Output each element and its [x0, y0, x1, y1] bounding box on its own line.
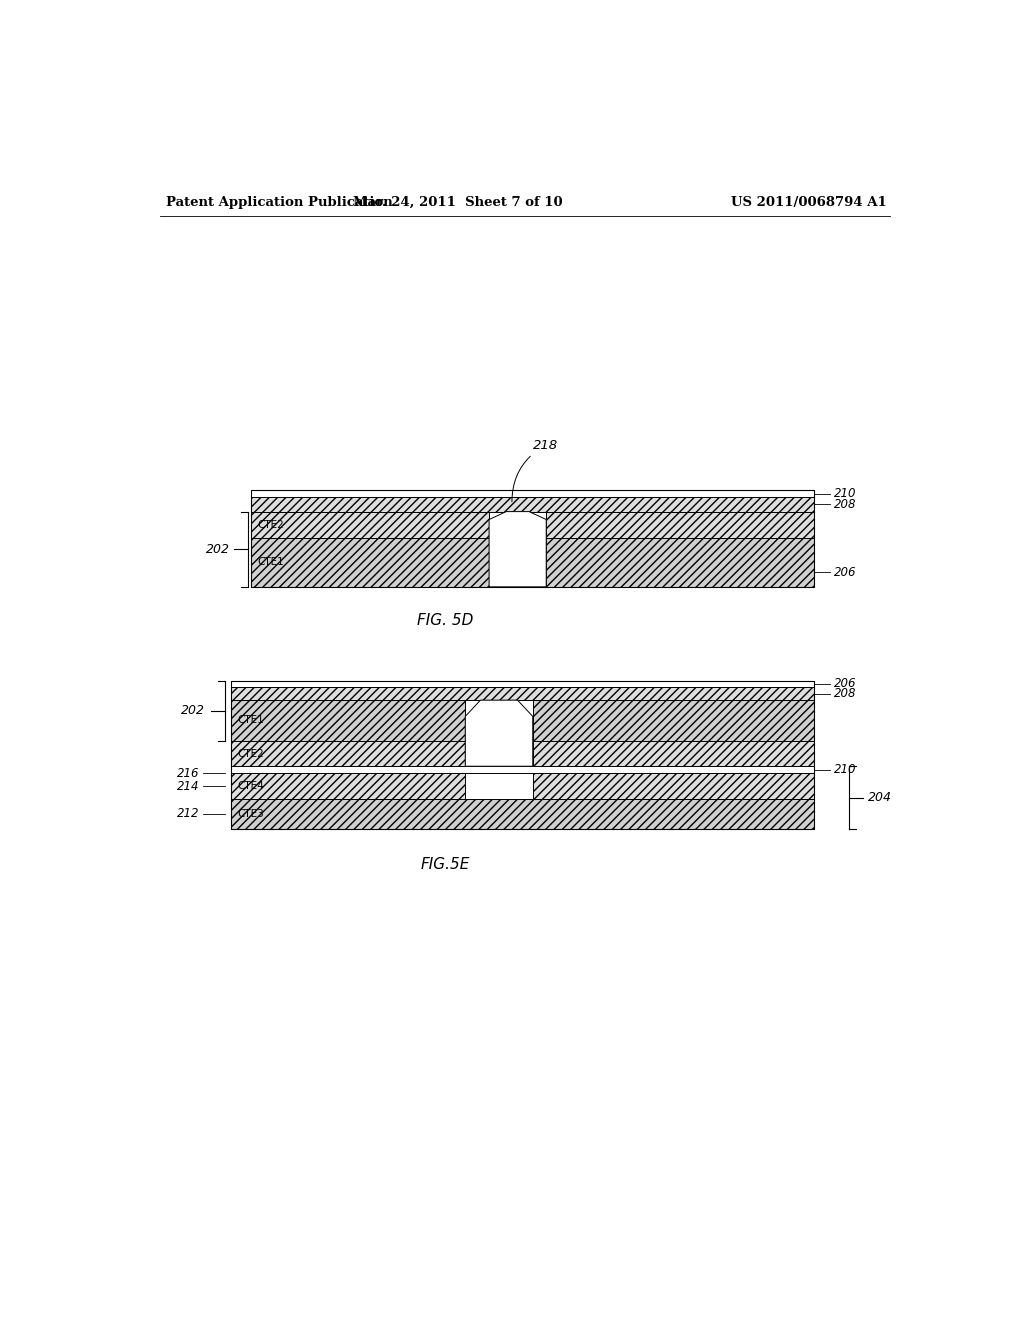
Bar: [546, 539, 814, 587]
Bar: [231, 766, 814, 774]
Text: 202: 202: [206, 543, 229, 556]
Text: CTE2: CTE2: [238, 748, 264, 759]
Text: 216: 216: [177, 767, 200, 780]
Text: CTE1: CTE1: [257, 557, 284, 568]
Text: US 2011/0068794 A1: US 2011/0068794 A1: [731, 195, 887, 209]
Text: 212: 212: [177, 808, 200, 821]
Bar: [231, 681, 814, 686]
Text: FIG.5E: FIG.5E: [421, 857, 470, 873]
Bar: [231, 799, 814, 829]
Text: 214: 214: [177, 780, 200, 792]
Bar: [231, 700, 465, 741]
Text: CTE1: CTE1: [238, 715, 264, 726]
Text: 210: 210: [834, 487, 856, 500]
Text: 206: 206: [834, 566, 856, 578]
Text: Mar. 24, 2011  Sheet 7 of 10: Mar. 24, 2011 Sheet 7 of 10: [352, 195, 562, 209]
Text: 210: 210: [834, 763, 856, 776]
Bar: [231, 741, 465, 766]
Bar: [251, 490, 814, 498]
Text: CTE4: CTE4: [238, 781, 264, 791]
Text: 208: 208: [834, 686, 856, 700]
Bar: [251, 490, 814, 587]
Bar: [231, 681, 814, 829]
Text: 208: 208: [834, 498, 856, 511]
Text: 204: 204: [867, 791, 892, 804]
Text: Patent Application Publication: Patent Application Publication: [166, 195, 393, 209]
Bar: [231, 686, 814, 700]
Bar: [251, 512, 489, 539]
Bar: [231, 774, 465, 799]
Text: CTE3: CTE3: [238, 809, 264, 818]
Text: 206: 206: [834, 677, 856, 690]
Bar: [251, 498, 814, 512]
Bar: [532, 774, 814, 799]
PathPatch shape: [489, 512, 546, 587]
Text: CTE2: CTE2: [257, 520, 284, 529]
Text: FIG. 5D: FIG. 5D: [417, 614, 474, 628]
Bar: [532, 700, 814, 741]
PathPatch shape: [465, 700, 532, 766]
Bar: [532, 741, 814, 766]
Text: 202: 202: [181, 705, 205, 717]
Bar: [251, 539, 489, 587]
Text: 218: 218: [512, 438, 558, 502]
Bar: [546, 512, 814, 539]
